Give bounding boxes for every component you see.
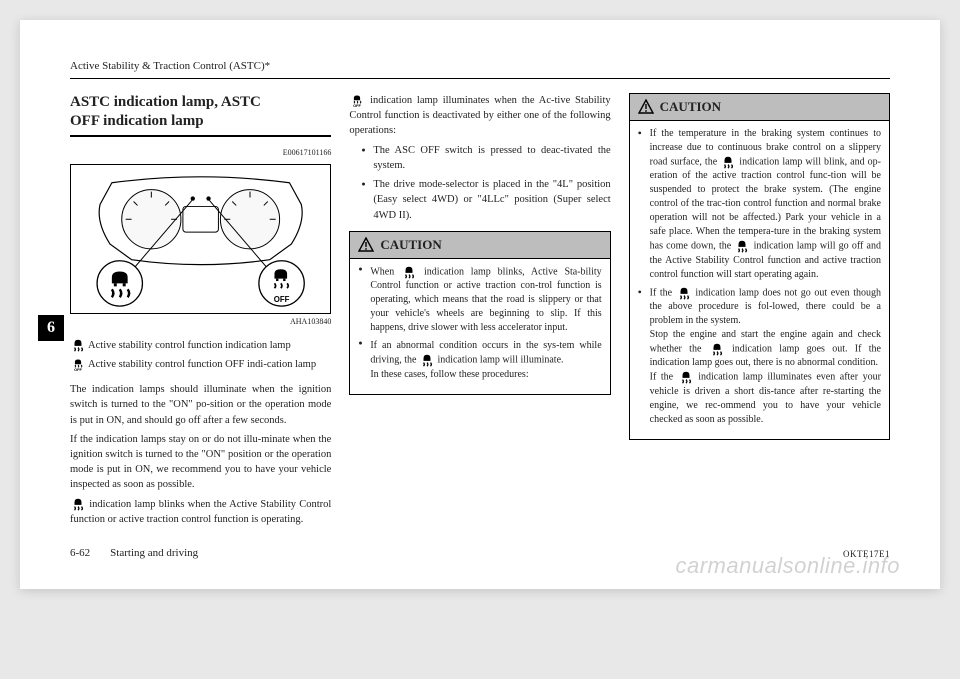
astc-icon (735, 239, 749, 253)
caution-body-2: If the temperature in the braking system… (630, 121, 889, 438)
caution-title-2: CAUTION (660, 98, 721, 116)
caution-head-2: CAUTION (630, 94, 889, 121)
icon-legend-1: Active stability control function indica… (70, 338, 331, 353)
section-title: ASTC indication lamp, ASTC OFF indicatio… (70, 93, 331, 131)
astc-icon (721, 155, 735, 169)
warning-icon (638, 99, 654, 115)
off-label: OFF (274, 295, 290, 304)
caution1-li2c: In these cases, follow these procedures: (370, 369, 528, 380)
caution-box-1: CAUTION When indication lamp blinks, Act… (349, 231, 610, 395)
title-rule (70, 135, 331, 137)
caution1-li1: When indication lamp blinks, Active Sta-… (358, 265, 601, 335)
chapter-tab: 6 (38, 315, 64, 341)
astc-icon (679, 370, 693, 384)
c2-li2a: If the (650, 287, 676, 298)
watermark: carmanualsonline.info (675, 553, 900, 579)
footer-section: Starting and driving (110, 547, 198, 559)
astc-icon (71, 338, 85, 352)
manual-page: Active Stability & Traction Control (AST… (20, 20, 940, 589)
svg-text:OFF: OFF (353, 103, 361, 108)
col1-p3: indication lamp blinks when the Active S… (70, 497, 331, 527)
caution-box-2: CAUTION If the temperature in the brakin… (629, 93, 890, 440)
title-line-1: ASTC indication lamp, ASTC (70, 94, 261, 110)
astc-icon (677, 286, 691, 300)
icon-legend-2: OFF Active stability control function OF… (70, 357, 331, 372)
astc-off-icon: OFF (71, 358, 85, 372)
col1-p2: If the indication lamps stay on or do no… (70, 432, 331, 493)
caution1-li1a: When (370, 266, 401, 277)
svg-text:OFF: OFF (74, 367, 82, 372)
column-2: OFF indication lamp illuminates when the… (349, 93, 610, 531)
col1-p3-text: indication lamp blinks when the Active S… (70, 499, 331, 525)
caution2-li1: If the temperature in the braking system… (638, 127, 881, 282)
col2-bullets: The ASC OFF switch is pressed to deac-ti… (349, 143, 610, 223)
col2-b2: The drive mode-selector is placed in the… (361, 177, 610, 223)
c2-li1b: indication lamp will blink, and op-erati… (650, 156, 881, 251)
content-columns: ASTC indication lamp, ASTC OFF indicatio… (70, 93, 890, 531)
icon-legend-1-text: Active stability control function indica… (86, 340, 291, 351)
running-head: Active Stability & Traction Control (AST… (70, 60, 890, 72)
astc-icon (402, 265, 416, 279)
col1-p1: The indication lamps should illuminate w… (70, 382, 331, 428)
astc-off-icon: OFF (350, 94, 364, 108)
caution1-li2: If an abnormal condition occurs in the s… (358, 339, 601, 381)
warning-icon (358, 237, 374, 253)
head-rule (70, 78, 890, 79)
column-1: ASTC indication lamp, ASTC OFF indicatio… (70, 93, 331, 531)
c2-li2e: If the (650, 372, 678, 383)
title-line-2: OFF indication lamp (70, 113, 204, 129)
icon-legend-2-text: Active stability control function OFF in… (86, 359, 316, 370)
section-code: E00617101166 (70, 147, 331, 159)
astc-icon (420, 353, 434, 367)
caution-body-1: When indication lamp blinks, Active Sta-… (350, 259, 609, 394)
dashboard-svg: OFF (71, 165, 330, 313)
col2-b1: The ASC OFF switch is pressed to deac-ti… (361, 143, 610, 173)
footer-left: 6-62 Starting and driving (70, 547, 198, 559)
caution2-li2: If the indication lamp does not go out e… (638, 286, 881, 427)
footer-page: 6-62 (70, 547, 90, 559)
figure-code: AHA103840 (70, 316, 331, 328)
caution1-li2b: indication lamp will illuminate. (437, 355, 563, 366)
caution-title-1: CAUTION (380, 236, 441, 254)
astc-icon (71, 497, 85, 511)
col2-p1-text: indication lamp illuminates when the Ac-… (349, 95, 610, 136)
col2-p1: OFF indication lamp illuminates when the… (349, 93, 610, 139)
dashboard-figure: OFF (70, 164, 331, 314)
caution-head-1: CAUTION (350, 232, 609, 259)
astc-icon (710, 342, 724, 356)
column-3: CAUTION If the temperature in the brakin… (629, 93, 890, 531)
